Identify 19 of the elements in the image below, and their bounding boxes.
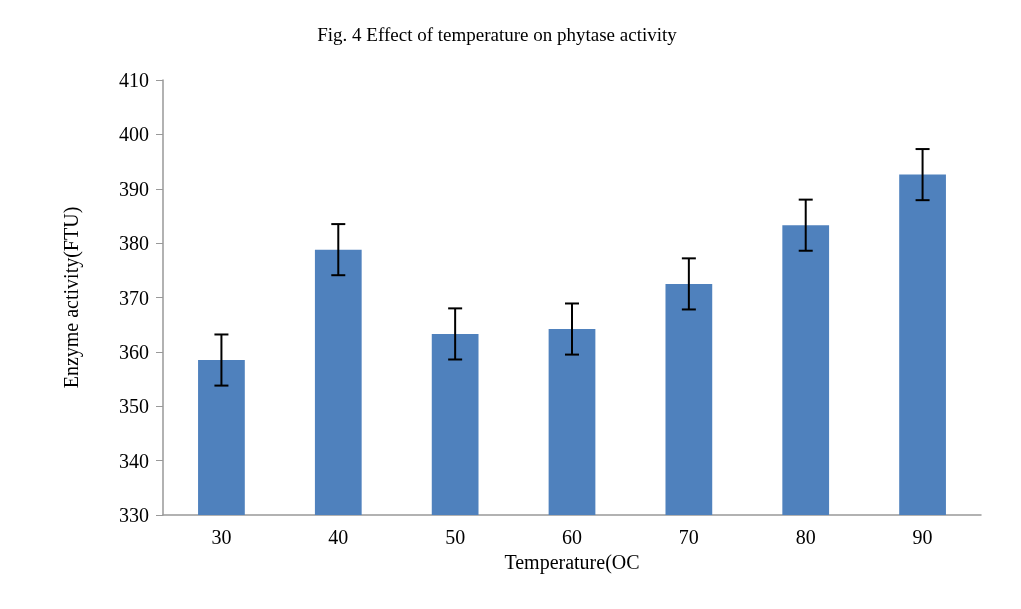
y-tick-label: 400 (119, 123, 149, 146)
y-tick-label: 410 (119, 69, 149, 91)
y-tick-label: 370 (119, 286, 149, 309)
y-tick-label: 390 (119, 177, 149, 200)
x-tick-label: 90 (912, 526, 933, 548)
y-tick-label: 330 (119, 504, 149, 526)
x-axis-title: Temperature(OC (504, 550, 640, 574)
y-tick-label: 360 (119, 340, 149, 363)
x-tick-label: 60 (562, 526, 582, 548)
x-tick-label: 70 (678, 526, 699, 548)
chart-title: Fig. 4 Effect of temperature on phytase activity (317, 24, 678, 45)
y-axis-title: Enzyme activity(FTU) (60, 206, 83, 389)
x-tick-label: 80 (795, 526, 816, 548)
x-tick-label: 30 (211, 526, 232, 548)
x-tick-label: 40 (328, 526, 349, 548)
x-tick-label: 50 (445, 526, 466, 548)
y-tick-label: 340 (119, 449, 149, 472)
y-tick-label: 350 (119, 395, 149, 418)
y-tick-label: 380 (119, 232, 149, 255)
